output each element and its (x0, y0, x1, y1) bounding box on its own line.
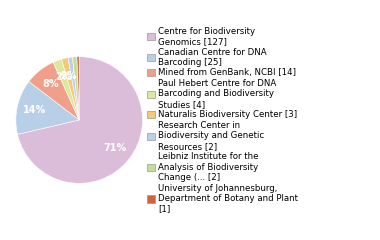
Wedge shape (77, 57, 79, 120)
Text: 2%: 2% (60, 71, 77, 81)
Wedge shape (68, 57, 79, 120)
Wedge shape (62, 58, 79, 120)
Wedge shape (16, 82, 79, 134)
Text: 8%: 8% (43, 79, 59, 89)
Wedge shape (17, 57, 142, 183)
Text: 14%: 14% (23, 105, 46, 115)
Wedge shape (29, 62, 79, 120)
Text: 71%: 71% (103, 143, 127, 153)
Wedge shape (53, 59, 79, 120)
Legend: Centre for Biodiversity
Genomics [127], Canadian Centre for DNA
Barcoding [25], : Centre for Biodiversity Genomics [127], … (147, 27, 298, 213)
Wedge shape (73, 57, 79, 120)
Text: 2%: 2% (55, 72, 72, 82)
